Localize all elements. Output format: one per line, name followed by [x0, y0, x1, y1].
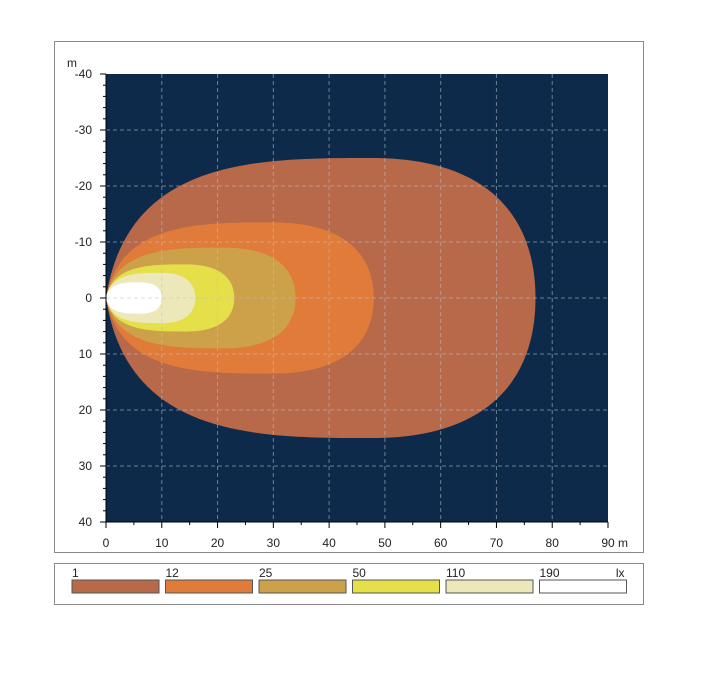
legend-label-12: 12 [166, 566, 180, 580]
legend-swatch-190 [539, 579, 627, 594]
legend-label-50: 50 [353, 566, 367, 580]
legend-swatch-25 [258, 579, 347, 594]
legend-label-190: 190 [540, 566, 560, 580]
legend-swatch-12 [165, 579, 253, 594]
x-tick-label: 20 [211, 536, 225, 550]
y-tick-label: 20 [79, 403, 93, 417]
y-tick-label: -20 [75, 179, 93, 193]
y-tick-label: 10 [79, 347, 93, 361]
plot-frame [54, 41, 644, 553]
x-tick-label: 40 [322, 536, 336, 550]
legend-frame [54, 563, 644, 605]
legend-label-25: 25 [259, 566, 273, 580]
y-unit-label: m [67, 56, 77, 70]
legend-swatch-50 [352, 579, 440, 594]
y-tick-label: -10 [75, 235, 93, 249]
x-tick-label: 70 [490, 536, 504, 550]
y-tick-label: 0 [85, 291, 92, 305]
legend-swatch-1 [71, 579, 160, 594]
x-tick-label: 90 [601, 536, 615, 550]
x-tick-label: 80 [546, 536, 560, 550]
x-tick-label: 10 [155, 536, 169, 550]
x-unit-label: m [618, 536, 628, 550]
legend-unit-label: lx [616, 566, 625, 580]
x-tick-label: 60 [434, 536, 448, 550]
x-tick-label: 0 [103, 536, 110, 550]
y-tick-label: 40 [79, 515, 93, 529]
plot-area [106, 74, 608, 522]
x-tick-label: 30 [267, 536, 281, 550]
legend-swatch-110 [445, 579, 534, 594]
legend-label-110: 110 [446, 566, 465, 580]
y-tick-label: -30 [75, 123, 93, 137]
contour-190-lx [106, 282, 162, 314]
legend-label-1: 1 [72, 566, 79, 580]
y-tick-label: 30 [79, 459, 93, 473]
x-tick-label: 50 [378, 536, 392, 550]
axes: 0 10 20 30 40 50 60 70 80 90 m-40-30-20-1001020304… [67, 56, 628, 550]
legend: 1 12 25 50 110 190 lx [71, 566, 627, 594]
y-tick-label: -40 [75, 67, 93, 81]
